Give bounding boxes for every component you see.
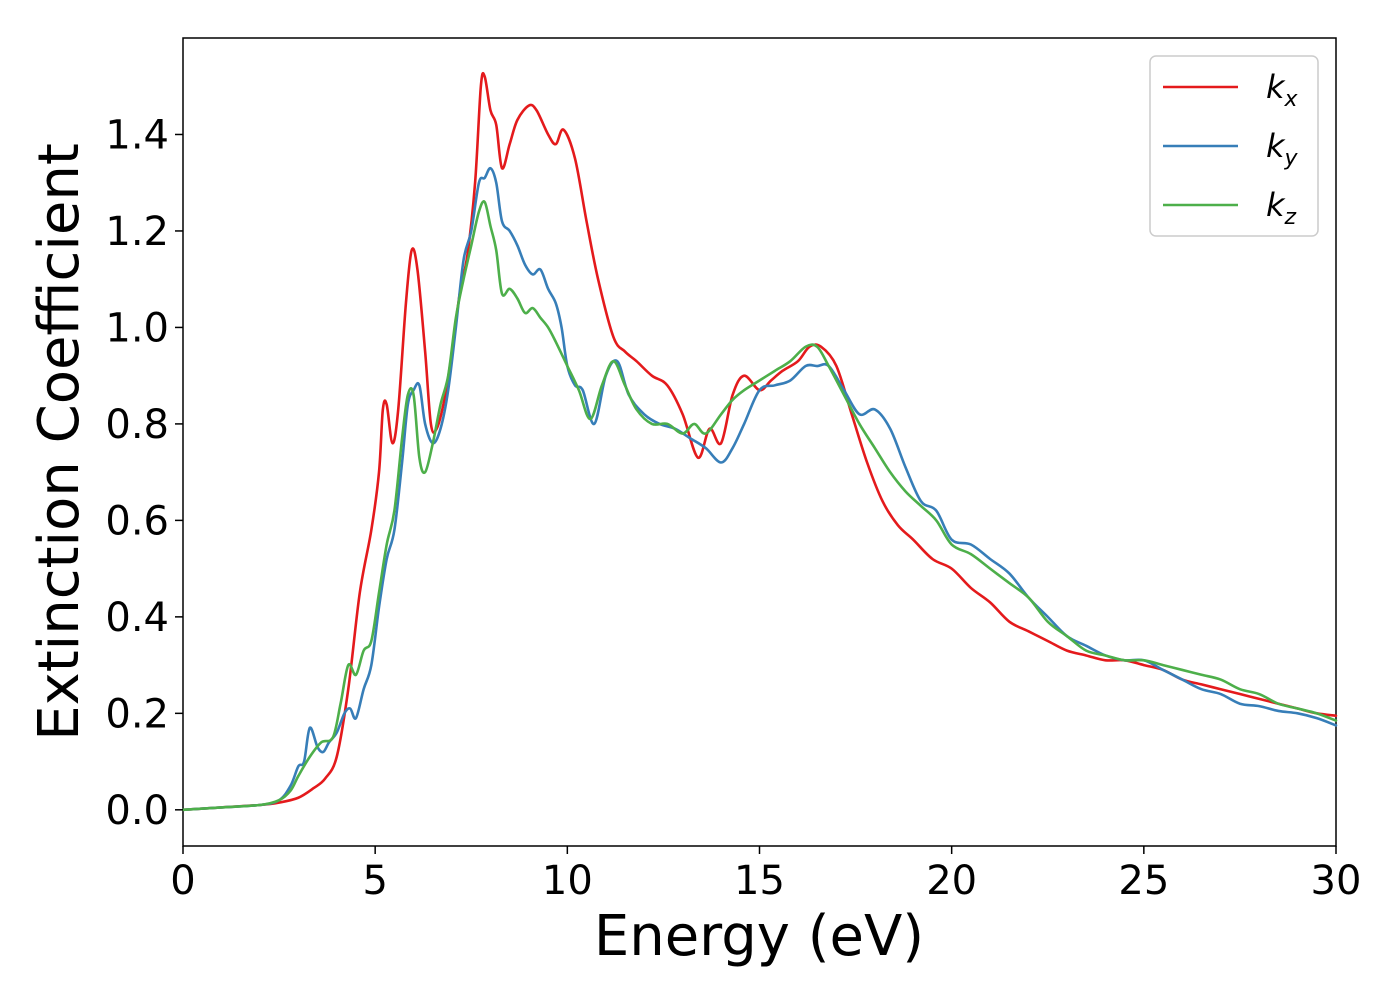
series-line-k-z <box>181 200 1338 812</box>
x-tick-label: 0 <box>170 858 195 904</box>
x-axis: 0 5 10 15 20 25 30 <box>170 846 1361 904</box>
x-tick-label: 5 <box>362 858 387 904</box>
series-layer <box>181 71 1338 812</box>
y-tick-label: 0.8 <box>105 402 169 448</box>
y-tick-label: 1.2 <box>105 209 169 255</box>
y-tick-label: 1.0 <box>105 305 169 351</box>
legend-items: kx ky kz <box>1163 68 1299 230</box>
x-tick-label: 20 <box>926 858 977 904</box>
y-tick-label: 0.2 <box>105 691 169 737</box>
x-tick-label: 10 <box>542 858 593 904</box>
y-axis-title: Extinction Coefficient <box>27 143 92 741</box>
y-tick-label: 0.6 <box>105 498 169 544</box>
legend: kx ky kz <box>1149 55 1319 237</box>
legend-label-k-z: kz <box>1266 186 1297 230</box>
y-tick-label: 1.4 <box>105 112 169 158</box>
y-tick-label: 0.0 <box>105 788 169 834</box>
y-tick-label: 0.4 <box>105 595 169 641</box>
x-tick-label: 25 <box>1118 858 1169 904</box>
x-tick-label: 15 <box>734 858 785 904</box>
y-axis: 0.0 0.2 0.4 0.6 0.8 1.0 1.2 1.4 <box>105 112 183 834</box>
legend-label-k-x: kx <box>1266 68 1299 112</box>
series-line-k-x <box>181 71 1338 812</box>
legend-label-k-y: ky <box>1266 127 1299 171</box>
series-line-k-y <box>181 166 1338 812</box>
x-tick-label: 30 <box>1311 858 1362 904</box>
x-axis-title: Energy (eV) <box>594 904 924 969</box>
